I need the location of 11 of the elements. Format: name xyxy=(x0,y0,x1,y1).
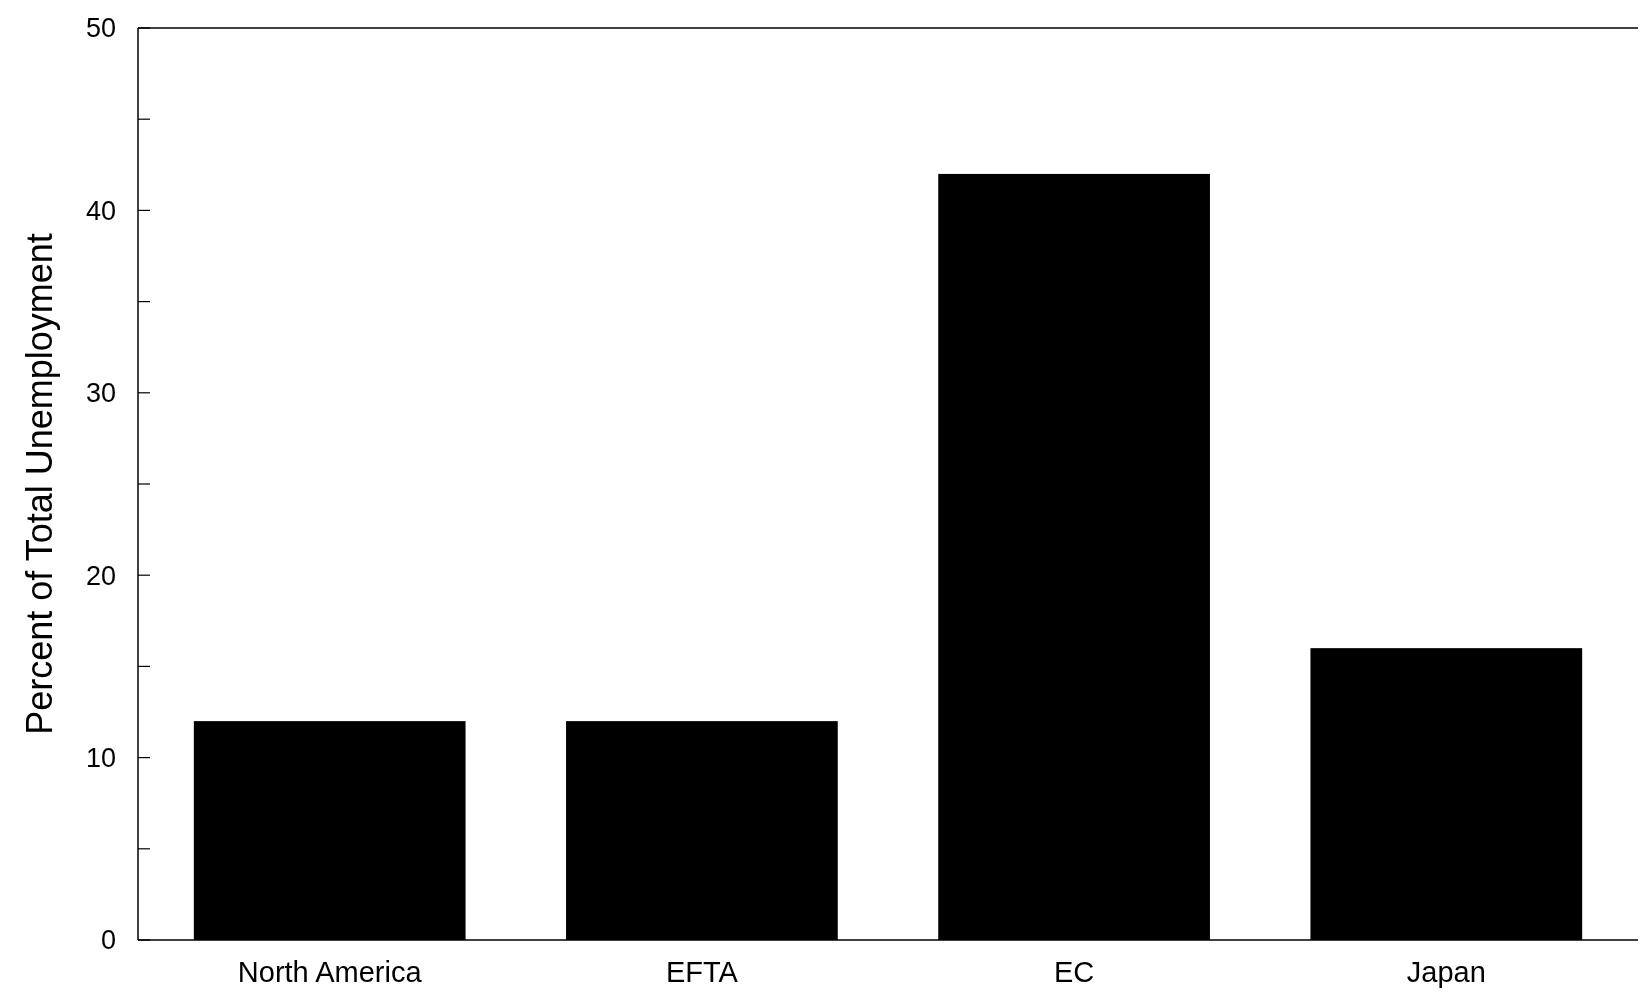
x-tick-label: EFTA xyxy=(665,956,739,988)
x-tick-label: North America xyxy=(237,956,423,988)
x-tick-label: EC xyxy=(1053,956,1095,988)
x-tick-label: Japan xyxy=(1406,956,1486,988)
y-tick-label: 30 xyxy=(85,378,116,409)
y-tick-label: 0 xyxy=(100,925,116,956)
y-tick-label: 40 xyxy=(85,195,116,226)
y-tick-label: 50 xyxy=(85,13,116,44)
y-tick-label: 20 xyxy=(85,560,116,591)
y-axis-title: Percent of Total Unemployment xyxy=(19,233,60,735)
y-tick-label: 10 xyxy=(85,743,116,774)
